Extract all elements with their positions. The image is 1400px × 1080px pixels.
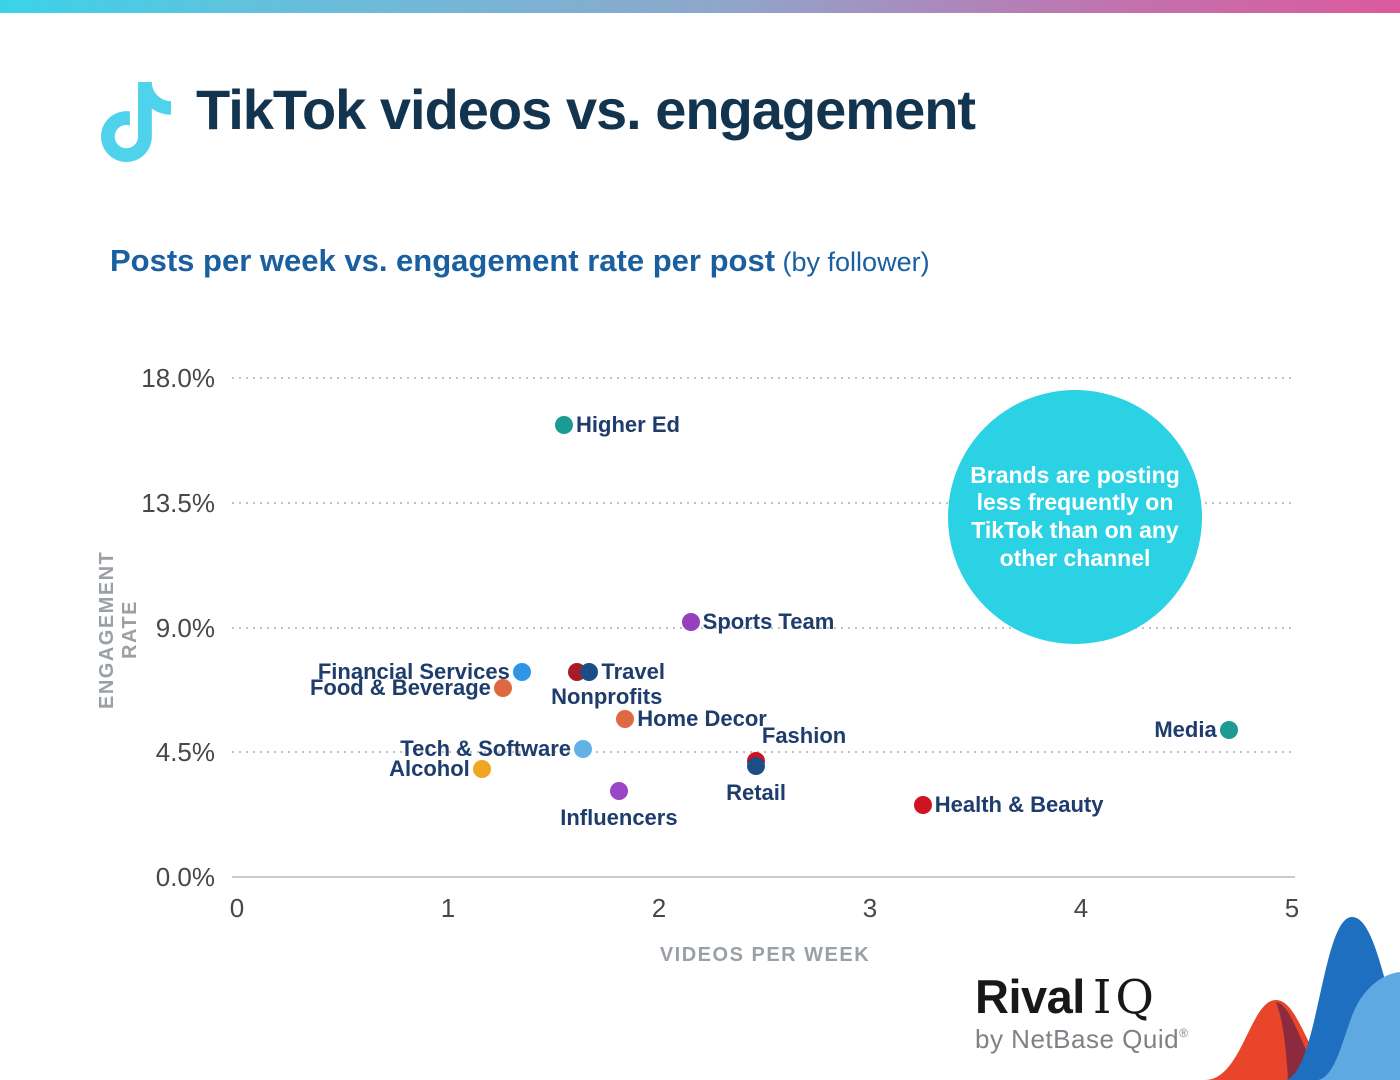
subtitle-main: Posts per week vs. engagement rate per p…	[110, 243, 776, 278]
data-point-financial-services	[512, 662, 531, 681]
data-label-home-decor: Home Decor	[637, 705, 767, 731]
data-point-alcohol	[472, 759, 491, 778]
x-tick-1: 1	[440, 893, 456, 923]
decorative-waves	[1205, 917, 1400, 1080]
gridline-9.0%	[232, 626, 1295, 629]
y-tick-0.0%: 0.0%	[155, 862, 215, 892]
x-tick-2: 2	[651, 893, 667, 923]
callout-text: Brands are posting less frequently on TikT…	[970, 461, 1180, 571]
y-tick-9.0%: 9.0%	[155, 612, 215, 643]
data-point-media	[1219, 721, 1238, 740]
data-point-influencers	[609, 782, 628, 801]
data-point-retail	[747, 757, 766, 776]
data-point-travel	[580, 662, 599, 681]
data-label-fashion: Fashion	[761, 722, 847, 748]
top-gradient-bar	[0, 0, 1400, 13]
x-tick-5: 5	[1284, 893, 1300, 923]
data-label-retail: Retail	[726, 780, 787, 806]
data-label-financial-services: Financial Services	[317, 658, 510, 684]
data-label-higher-ed: Higher Ed	[576, 412, 680, 438]
rival-iq-logo: Rival IQ by NetBase Quid®	[975, 972, 1188, 1055]
x-tick-3: 3	[862, 893, 878, 923]
gridline-0.0%	[232, 876, 1295, 878]
logo-wordmark: Rival IQ	[975, 970, 1158, 1025]
data-point-food-beverage	[493, 679, 512, 698]
data-label-alcohol: Alcohol	[389, 755, 470, 781]
data-point-health-beauty	[913, 795, 932, 814]
data-label-media: Media	[1154, 717, 1217, 743]
data-point-sports-team	[681, 612, 700, 631]
logo-byline: by NetBase Quid®	[975, 1024, 1189, 1055]
callout-bubble: Brands are posting less frequently on TikT…	[948, 390, 1202, 644]
data-label-sports-team: Sports Team	[702, 608, 835, 634]
y-tick-13.5%: 13.5%	[141, 487, 215, 518]
x-tick-0: 0	[229, 893, 245, 923]
gridline-13.5%	[232, 501, 1295, 504]
data-label-nonprofits: Nonprofits	[551, 683, 663, 709]
data-label-food-beverage: Food & Beverage	[309, 675, 491, 701]
y-tick-4.5%: 4.5%	[155, 737, 215, 768]
gridline-4.5%	[232, 751, 1295, 754]
data-point-higher-ed	[555, 416, 574, 435]
data-label-influencers: Influencers	[560, 805, 678, 831]
subtitle-qualifier: (by follower)	[775, 247, 930, 277]
gridline-18.0%	[232, 377, 1295, 379]
page-title: TikTok videos vs. engagement	[196, 78, 976, 141]
chart-subtitle: Posts per week vs. engagement rate per p…	[110, 243, 930, 279]
data-point-tech-software	[574, 740, 593, 759]
data-point-home-decor	[616, 709, 635, 728]
data-label-tech-software: Tech & Software	[400, 736, 572, 762]
data-label-travel: Travel	[601, 658, 665, 684]
y-tick-18.0%: 18.0%	[141, 363, 215, 393]
data-label-health-beauty: Health & Beauty	[934, 791, 1104, 817]
tiktok-icon	[101, 82, 171, 162]
x-axis-title: VIDEOS PER WEEK	[659, 944, 871, 966]
x-tick-4: 4	[1073, 893, 1089, 923]
